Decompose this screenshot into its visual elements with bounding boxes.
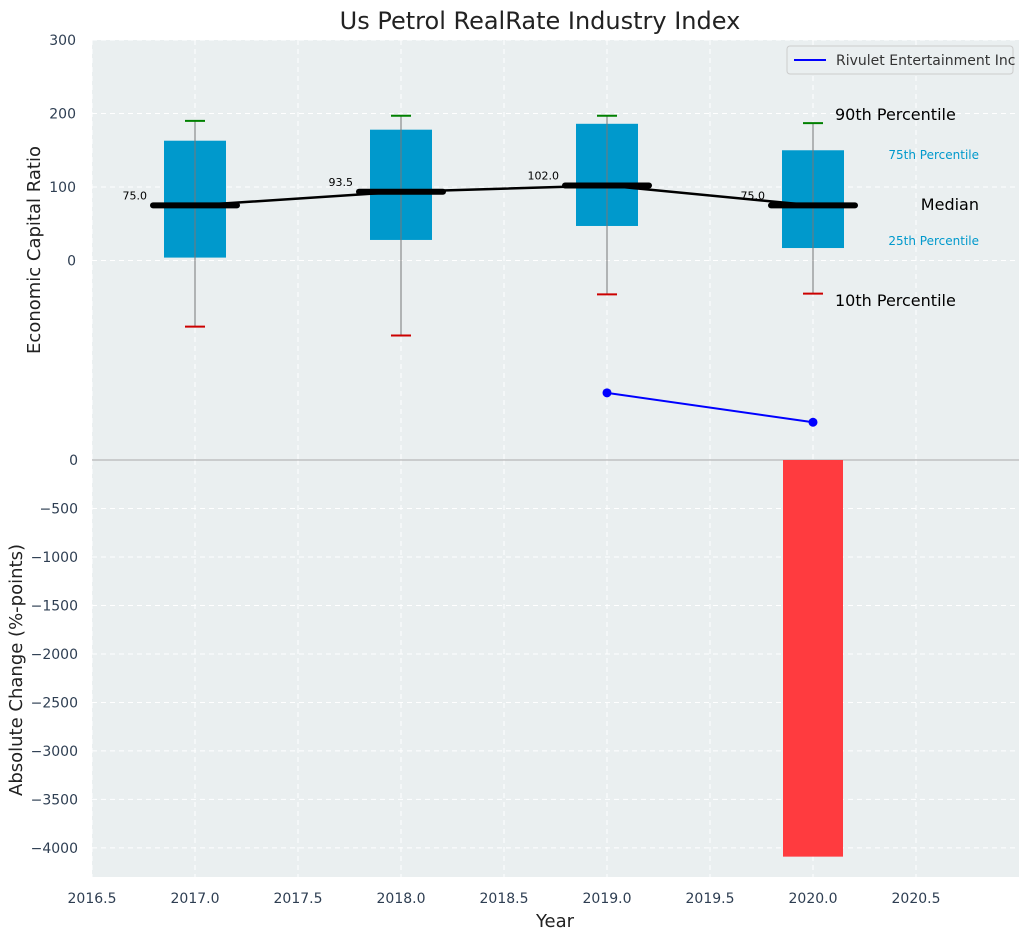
bottom-y-axis-label: Absolute Change (%-points) [6,544,27,796]
top-y-ticks: 0 100 200 300 [49,33,76,270]
x-axis-label: Year [535,911,575,932]
bottom-y-tick-label: −4000 [31,841,78,857]
legend: Rivulet Entertainment Inc [786,45,1015,75]
top-y-tick-label: 0 [67,254,76,270]
x-tick-label: 2019.0 [583,891,632,907]
median-value-label: 93.5 [329,176,354,189]
median-trend-line [194,184,814,207]
bottom-y-tick-label: −1000 [31,550,78,566]
bars [783,460,843,857]
top-y-tick-label: 100 [49,180,76,196]
x-tick-label: 2017.5 [274,891,323,907]
bottom-y-tick-label: −2000 [31,647,78,663]
chart-title: Us Petrol RealRate Industry Index [340,7,741,35]
bottom-y-tick-label: −1500 [31,598,78,614]
company-series [602,388,818,427]
top-panel: 0 100 200 300 75.0 93.5 102.0 75.0 90th Percen… [24,33,1019,459]
legend-box [786,45,1014,75]
top-y-axis-label: Economic Capital Ratio [24,146,45,354]
bottom-y-ticks: 0 −500 −1000 −1500 −2000 −2500 −3000 −3500 −4000 [31,453,78,857]
median-value-label: 102.0 [528,170,560,183]
company-line [606,391,814,424]
x-tick-label: 2020.5 [892,891,941,907]
top-y-tick-label: 200 [49,107,76,123]
box-2017: 75.0 [123,119,240,328]
bottom-y-tick-label: −3000 [31,744,78,760]
x-tick-label: 2018.5 [480,891,529,907]
bottom-y-tick-label: 0 [69,453,78,469]
box-plots: 75.0 93.5 102.0 75.0 [123,114,858,337]
box-2018: 93.5 [329,114,446,337]
bottom-y-tick-label: −500 [40,501,78,517]
company-point [602,388,612,398]
x-ticks: 2016.5 2017.0 2017.5 2018.0 2018.5 2019.0 2019… [68,891,941,907]
x-tick-label: 2017.0 [171,891,220,907]
annotation-p75: 75th Percentile [888,148,979,162]
median-value-label: 75.0 [123,189,148,202]
box-2020: 75.0 [741,122,858,295]
annotation-p25: 25th Percentile [888,234,979,248]
box-2019: 102.0 [528,114,652,296]
bottom-panel-background [92,459,1019,877]
annotation-p10: 10th Percentile [835,291,956,310]
bottom-y-tick-label: −3500 [31,792,78,808]
company-point [808,417,818,427]
percentile-annotations: 90th Percentile 75th Percentile Median 2… [835,105,979,310]
x-tick-label: 2020.0 [789,891,838,907]
top-panel-background [92,40,1019,459]
x-tick-label: 2019.5 [686,891,735,907]
annotation-median: Median [921,195,979,214]
bottom-y-tick-label: −2500 [31,695,78,711]
annotation-p90: 90th Percentile [835,105,956,124]
x-tick-label: 2016.5 [68,891,117,907]
bottom-panel: 0 −500 −1000 −1500 −2000 −2500 −3000 −3500 −4000… [6,453,1019,877]
change-bar-2020 [783,460,843,857]
legend-label: Rivulet Entertainment Inc [836,53,1015,69]
x-tick-label: 2018.0 [377,891,426,907]
top-y-tick-label: 300 [49,33,76,49]
